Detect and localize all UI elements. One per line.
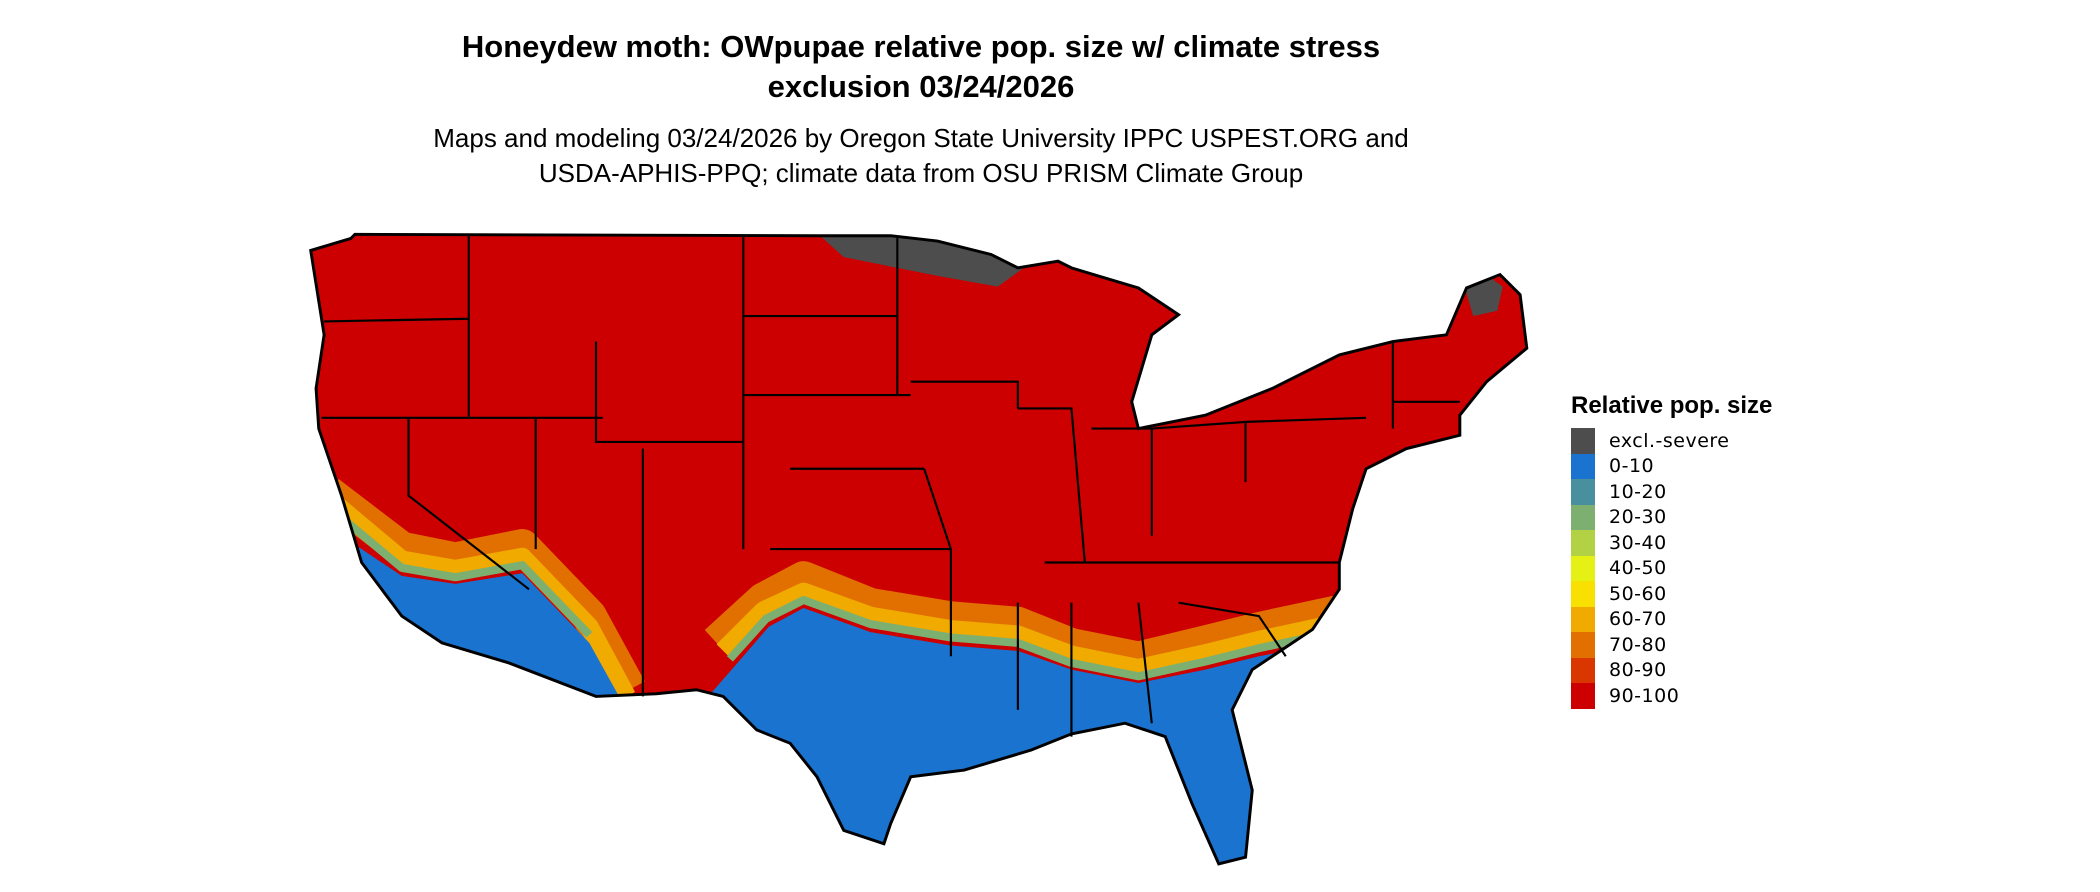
legend-label: 0-10 [1609,455,1655,478]
legend-label: 50-60 [1609,582,1667,605]
legend-label: 80-90 [1609,659,1667,682]
legend-label: 60-70 [1609,608,1667,631]
legend-swatch [1571,632,1595,658]
legend-item: 20-30 [1571,504,1772,530]
legend-swatch [1571,683,1595,709]
map-title-line1: Honeydew moth: OWpupae relative pop. siz… [461,29,1381,64]
legend-item: 0-10 [1571,453,1772,479]
legend-label: 70-80 [1609,633,1667,656]
legend-item: 60-70 [1571,606,1772,632]
legend-item: excl.-severe [1571,428,1772,454]
map-subtitle-line2: USDA-APHIS-PPQ; climate data from OSU PR… [538,158,1304,188]
legend-swatch [1571,479,1595,505]
legend-label: 20-30 [1609,506,1667,529]
legend-label: excl.-severe [1609,429,1730,452]
legend-swatch [1571,581,1595,607]
legend-item: 80-90 [1571,657,1772,683]
legend-item: 30-40 [1571,530,1772,556]
map-subtitle-line1: Maps and modeling 03/24/2026 by Oregon S… [433,123,1409,153]
legend-item: 40-50 [1571,555,1772,581]
legend-label: 10-20 [1609,480,1667,503]
legend-item: 90-100 [1571,683,1772,709]
legend-swatch [1571,530,1595,556]
legend-item: 70-80 [1571,632,1772,658]
legend-item: 10-20 [1571,479,1772,505]
legend-items: excl.-severe 0-10 10-20 20-30 30-40 40-50 50-6… [1571,428,1772,709]
legend-label: 90-100 [1609,684,1680,707]
legend-swatch [1571,555,1595,581]
legend-swatch [1571,453,1595,479]
legend-swatch [1571,606,1595,632]
legend-swatch [1571,504,1595,530]
legend-title: Relative pop. size [1571,392,1773,419]
legend-item: 50-60 [1571,581,1772,607]
legend-swatch [1571,657,1595,683]
legend-swatch [1571,428,1595,454]
legend: Relative pop. size excl.-severe 0-10 10-20… [1571,392,1772,709]
state-borders [321,235,1460,737]
map-title-line2: exclusion 03/24/2026 [767,69,1075,104]
legend-label: 40-50 [1609,557,1667,580]
legend-label: 30-40 [1609,531,1667,554]
us-border [309,232,1529,866]
